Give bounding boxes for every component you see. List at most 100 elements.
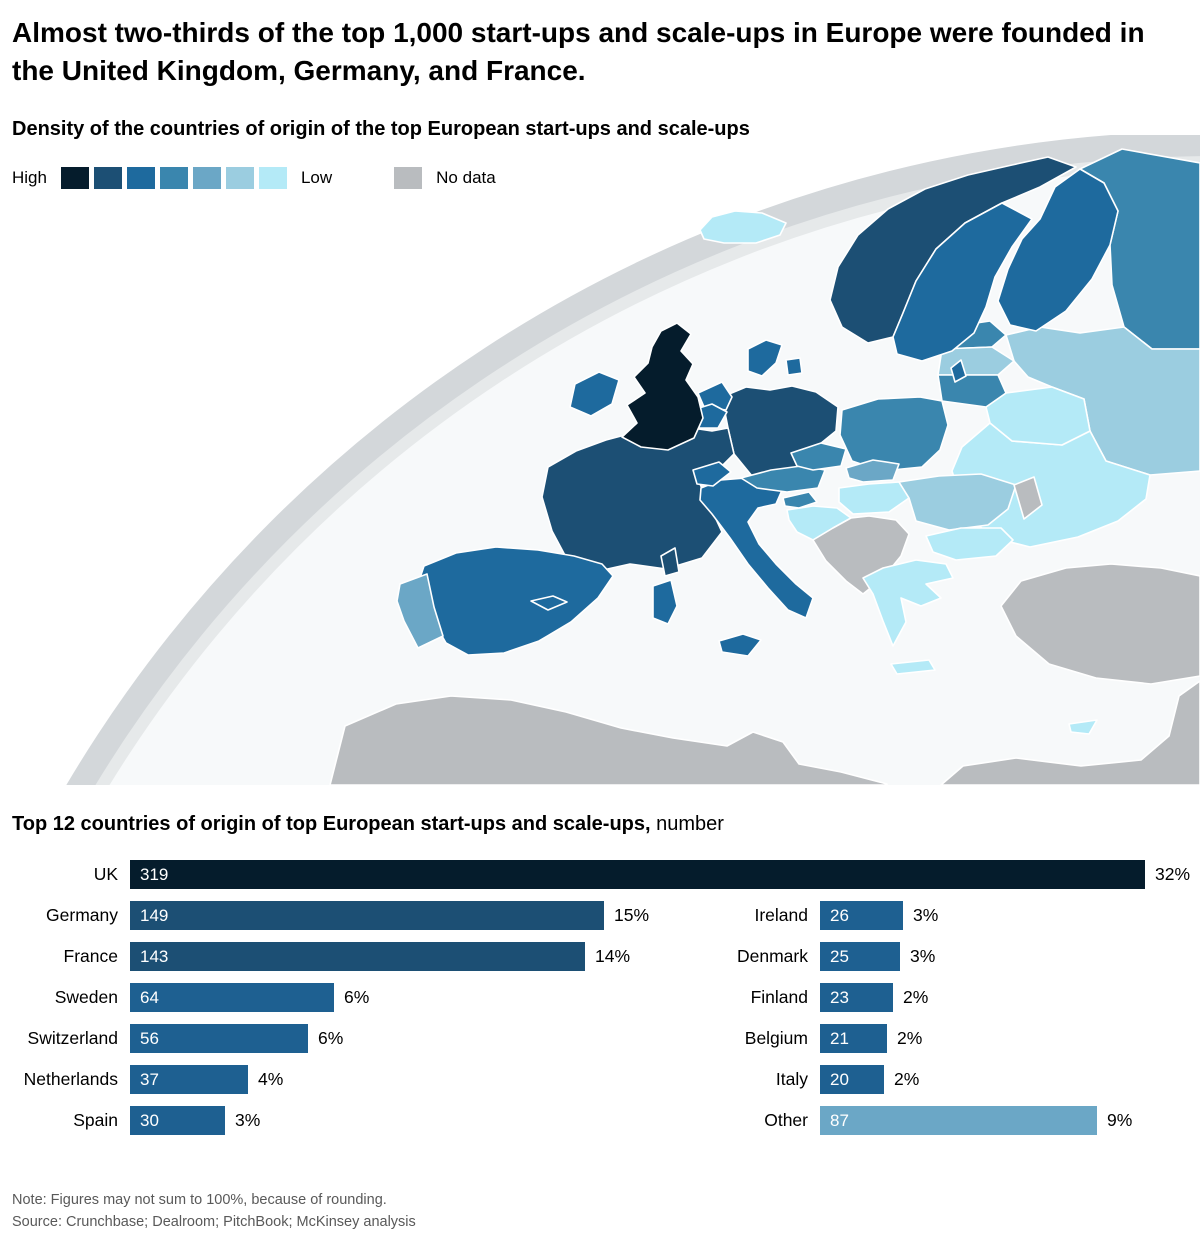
- bar-label: France: [63, 946, 118, 966]
- bar-chart-title-unit: number: [656, 813, 724, 835]
- bar-label: Spain: [73, 1110, 118, 1130]
- bar: 149: [130, 901, 604, 930]
- bar: 64: [130, 983, 334, 1012]
- bar-label: Ireland: [754, 905, 808, 925]
- footer: Note: Figures may not sum to 100%, becau…: [12, 1189, 1200, 1234]
- country-balearic-islands: [530, 595, 568, 611]
- bar-track: 319 32%: [130, 860, 1200, 889]
- bar-percent: 2%: [903, 987, 929, 1007]
- bar-row-finland: Finland 23 2%: [640, 983, 1200, 1012]
- bar-row-denmark: Denmark 25 3%: [640, 942, 1200, 971]
- bar-label: Italy: [775, 1069, 808, 1089]
- bar-row-italy: Italy 20 2%: [640, 1065, 1200, 1094]
- bar: 37: [130, 1065, 248, 1094]
- country-united-kingdom: [621, 322, 704, 451]
- bar-track: 37 4%: [130, 1065, 640, 1094]
- bar-row-sweden: Sweden 64 6%: [0, 983, 640, 1012]
- bar-row-germany: Germany 149 15%: [0, 901, 649, 930]
- bar-track: 64 6%: [130, 983, 640, 1012]
- bar-label: Netherlands: [23, 1069, 118, 1089]
- bar-percent: 4%: [258, 1069, 284, 1089]
- country-bulgaria: [925, 527, 1014, 561]
- bar-percent: 3%: [235, 1110, 261, 1130]
- bar-row-netherlands: Netherlands 37 4%: [0, 1065, 640, 1094]
- country-finland: [997, 168, 1119, 332]
- bar-track: 143 14%: [130, 942, 640, 971]
- country-netherlands: [697, 381, 733, 411]
- country-slovakia: [845, 459, 900, 483]
- source-line: Source: Crunchbase; Dealroom; PitchBook;…: [12, 1214, 416, 1231]
- country-ireland: [569, 371, 620, 417]
- legend-swatch: [258, 167, 287, 189]
- legend-swatch: [225, 167, 254, 189]
- bar-percent: 6%: [318, 1028, 344, 1048]
- bar-percent: 32%: [1155, 864, 1191, 884]
- page-title: Almost two-thirds of the top 1,000 start…: [12, 17, 1145, 86]
- bar-row-switzerland: Switzerland 56 6%: [0, 1024, 640, 1053]
- bar-chart: UK 319 32% Germany 149 15% France 143 14% Sweden 6…: [0, 860, 1200, 1147]
- bar: 25: [820, 942, 900, 971]
- bar-percent: 3%: [913, 905, 939, 925]
- footnote: Note: Figures may not sum to 100%, becau…: [12, 1192, 387, 1208]
- bar-percent: 6%: [344, 987, 370, 1007]
- europe-choropleth-map: [0, 135, 1200, 785]
- country-sweden: [892, 202, 1033, 383]
- legend-no-data-swatch: [394, 167, 423, 189]
- bar-row-france: France 143 14%: [0, 942, 640, 971]
- bar-column-left: Germany 149 15% France 143 14% Sweden 64 6% Switz…: [0, 901, 649, 1147]
- legend-color-scale: [60, 167, 287, 189]
- bar-track: 30 3%: [130, 1106, 640, 1135]
- country-iceland: [699, 210, 787, 244]
- country-turkey: [1000, 563, 1200, 685]
- bar-label: Switzerland: [27, 1028, 118, 1048]
- legend-swatch: [126, 167, 155, 189]
- country-belarus: [985, 386, 1091, 446]
- country-cyprus: [1068, 719, 1098, 735]
- bar-value: 87: [830, 1110, 849, 1130]
- bar-value: 20: [830, 1069, 849, 1089]
- bar-percent: 9%: [1107, 1110, 1133, 1130]
- bar: 319: [130, 860, 1145, 889]
- bar-value: 30: [140, 1110, 159, 1130]
- europe-map-svg: [66, 135, 1200, 785]
- country-crete: [890, 659, 936, 675]
- bar: 23: [820, 983, 893, 1012]
- bar-value: 25: [830, 946, 849, 966]
- bar-label: Belgium: [744, 1028, 808, 1048]
- bar-label: Other: [764, 1110, 808, 1130]
- country-switzerland: [692, 461, 732, 487]
- bar: 30: [130, 1106, 225, 1135]
- country-moldova: [1013, 476, 1043, 520]
- bar-value: 37: [140, 1069, 159, 1089]
- country-corsica: [660, 547, 680, 577]
- region-middle-east: [940, 680, 1200, 785]
- country-greece: [862, 559, 954, 647]
- legend-swatch: [192, 167, 221, 189]
- legend-low-label: Low: [300, 168, 333, 187]
- legend-no-data-label: No data: [436, 168, 496, 187]
- bar-chart-title-text: Top 12 countries of origin of top Europe…: [12, 813, 651, 835]
- bar-value: 21: [830, 1028, 849, 1048]
- bar-percent: 15%: [614, 905, 650, 925]
- bar-track: 20 2%: [820, 1065, 1200, 1094]
- bar-row-other: Other 87 9%: [640, 1106, 1200, 1135]
- country-denmark: [747, 339, 803, 377]
- bar-chart-title: Top 12 countries of origin of top Europe…: [12, 813, 1200, 836]
- bar-row-spain: Spain 30 3%: [0, 1106, 640, 1135]
- bar-value: 149: [140, 905, 169, 925]
- country-romania: [898, 473, 1017, 531]
- bar-label: UK: [93, 864, 118, 884]
- bar: 87: [820, 1106, 1097, 1135]
- bar-row-uk: UK 319 32%: [0, 860, 1200, 889]
- bar: 56: [130, 1024, 308, 1053]
- bar: 21: [820, 1024, 887, 1053]
- bar: 20: [820, 1065, 884, 1094]
- country-lithuania: [937, 374, 1007, 408]
- bar-track: 21 2%: [820, 1024, 1200, 1053]
- country-sardinia: [652, 579, 678, 625]
- bar-row-belgium: Belgium 21 2%: [640, 1024, 1200, 1053]
- legend-high-label: High: [12, 168, 47, 187]
- bar-track: 149 15%: [130, 901, 649, 930]
- country-czechia: [790, 442, 847, 471]
